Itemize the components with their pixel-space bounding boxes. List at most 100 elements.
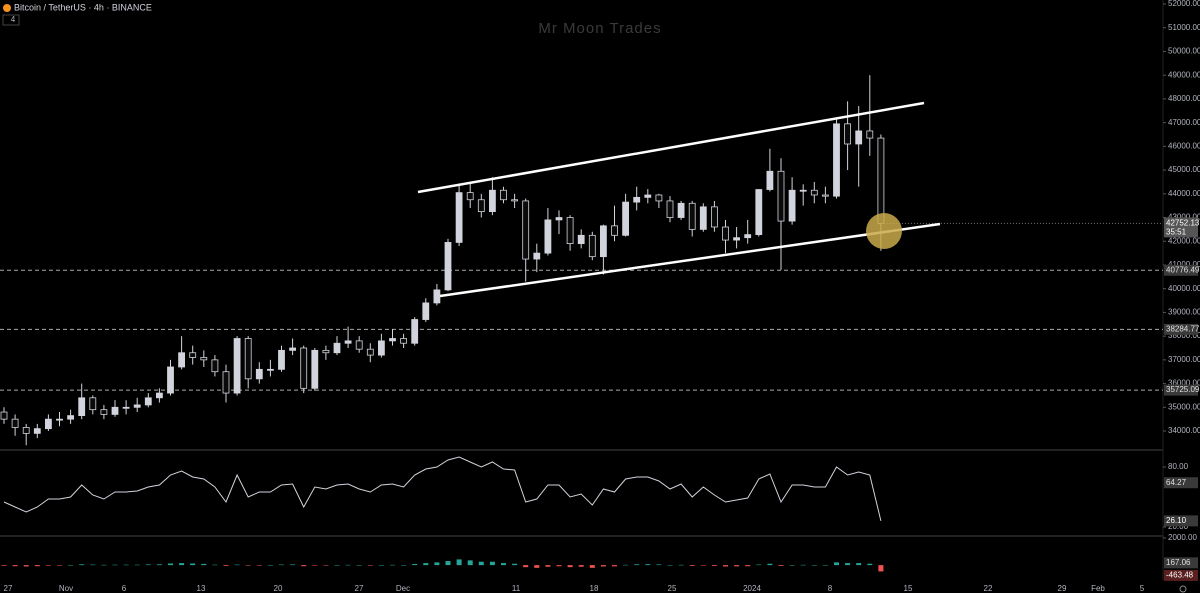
macd-hist-bar — [279, 564, 284, 566]
candle-body — [533, 252, 541, 260]
x-tick-label: 5 — [1140, 584, 1145, 593]
indicator-toggle[interactable] — [2, 14, 20, 26]
candle-body — [622, 201, 629, 236]
macd-hist-bar — [489, 561, 495, 566]
candle-body — [722, 226, 729, 241]
macd-hist-bar — [245, 565, 251, 566]
x-tick-label: 20 — [274, 584, 283, 593]
candle-body — [688, 202, 696, 230]
candle-body — [810, 189, 818, 196]
x-tick-label: 18 — [590, 584, 599, 593]
candle-body — [411, 319, 419, 344]
macd-hist-bar — [456, 559, 462, 566]
macd-hist-bar — [656, 564, 662, 566]
candle-body — [644, 194, 652, 198]
macd-hist-bar — [567, 565, 573, 568]
indicator-toggle-label[interactable]: 4 — [11, 15, 16, 24]
candle-body — [444, 242, 452, 291]
y-tick-label: 41000.00 — [1168, 260, 1200, 269]
level-label-box — [1164, 384, 1198, 396]
candle-body — [89, 397, 97, 411]
macd-hist-bar — [723, 565, 728, 567]
candle-body — [144, 397, 152, 406]
macd-hist-bar — [367, 565, 373, 566]
symbol-icon — [3, 4, 11, 12]
macd-hist-bar — [234, 564, 240, 566]
macd-hist-bar — [534, 565, 540, 568]
macd-hist-bar — [778, 565, 784, 566]
y-tick-label: 39000.00 — [1168, 308, 1200, 317]
macd-hist-bar — [12, 565, 18, 567]
y-tick-label: 38000.00 — [1168, 331, 1200, 340]
candle-body — [344, 340, 352, 344]
hist-last-label-box — [1164, 569, 1198, 581]
macd-hist-bar — [423, 563, 429, 566]
highlight-circle — [866, 213, 902, 249]
level-label-box — [1164, 264, 1198, 276]
x-tick-label: 13 — [197, 584, 206, 593]
level-label-box — [1164, 323, 1198, 335]
macd-hist-bar — [57, 565, 62, 566]
macd-hist-bar — [112, 564, 118, 566]
candle-body — [333, 342, 341, 354]
candle-body — [377, 340, 385, 356]
y-tick-label: 45000.00 — [1168, 165, 1200, 174]
macd-hist-bar — [145, 564, 151, 566]
ma-last-label-box — [1164, 477, 1198, 489]
candle-body — [755, 189, 763, 236]
x-tick-label: 11 — [512, 584, 521, 593]
macd-hist-bar — [345, 564, 351, 566]
candle-body — [577, 234, 585, 245]
macd-hist-bar — [867, 563, 873, 566]
x-tick-label: 27 — [355, 584, 364, 593]
candle-body — [355, 340, 363, 350]
x-tick-label: 25 — [668, 584, 677, 593]
macd-hist-bar — [378, 564, 384, 566]
macd-hist-bar — [811, 564, 817, 566]
candle-body — [45, 418, 52, 430]
x-tick-label: Feb — [1091, 584, 1105, 593]
last-price-box — [1164, 217, 1198, 238]
candle-body — [633, 196, 641, 203]
candle-body — [555, 217, 563, 221]
x-tick-label: 15 — [904, 584, 913, 593]
candle-body — [366, 348, 374, 356]
macd-hist-bar — [223, 565, 229, 566]
candle-body — [422, 302, 430, 320]
x-tick-label: 29 — [1058, 584, 1067, 593]
y-tick-label: 2000.00 — [1168, 533, 1197, 542]
candle-body — [488, 189, 496, 212]
macd-hist-bar — [168, 563, 173, 566]
y-tick-label: 46000.00 — [1168, 141, 1200, 150]
x-tick-label: Nov — [59, 584, 73, 593]
macd-hist-bar — [834, 562, 839, 566]
candle-body — [311, 349, 319, 389]
level-label: 35725.09 — [1166, 385, 1200, 394]
x-tick-label: 27 — [4, 584, 13, 593]
macd-hist-bar — [711, 565, 717, 566]
candle-body — [189, 352, 197, 358]
settings-icon[interactable] — [1179, 585, 1187, 593]
macd-hist-bar — [34, 565, 40, 567]
candle-body — [600, 225, 607, 258]
candle-body — [511, 199, 519, 202]
level-label: 40776.49 — [1166, 265, 1200, 274]
macd-hist-bar — [134, 564, 140, 566]
macd-hist-bar — [800, 564, 806, 566]
candle-body — [566, 217, 574, 245]
candle-body — [133, 404, 141, 408]
macd-hist-bar — [689, 565, 695, 566]
candle-body — [167, 366, 174, 394]
y-tick-label: 80.00 — [1168, 462, 1189, 471]
macd-hist-bar — [412, 564, 418, 566]
macd-hist-bar — [623, 564, 629, 566]
candle-body — [611, 225, 618, 236]
macd-hist-bar — [789, 565, 795, 566]
candle-body — [67, 415, 74, 420]
y-tick-label: 51000.00 — [1168, 23, 1200, 32]
candle-body — [799, 189, 807, 192]
candle-body — [222, 371, 230, 394]
macd-hist-bar — [434, 562, 440, 566]
macd-hist-bar — [767, 563, 773, 566]
